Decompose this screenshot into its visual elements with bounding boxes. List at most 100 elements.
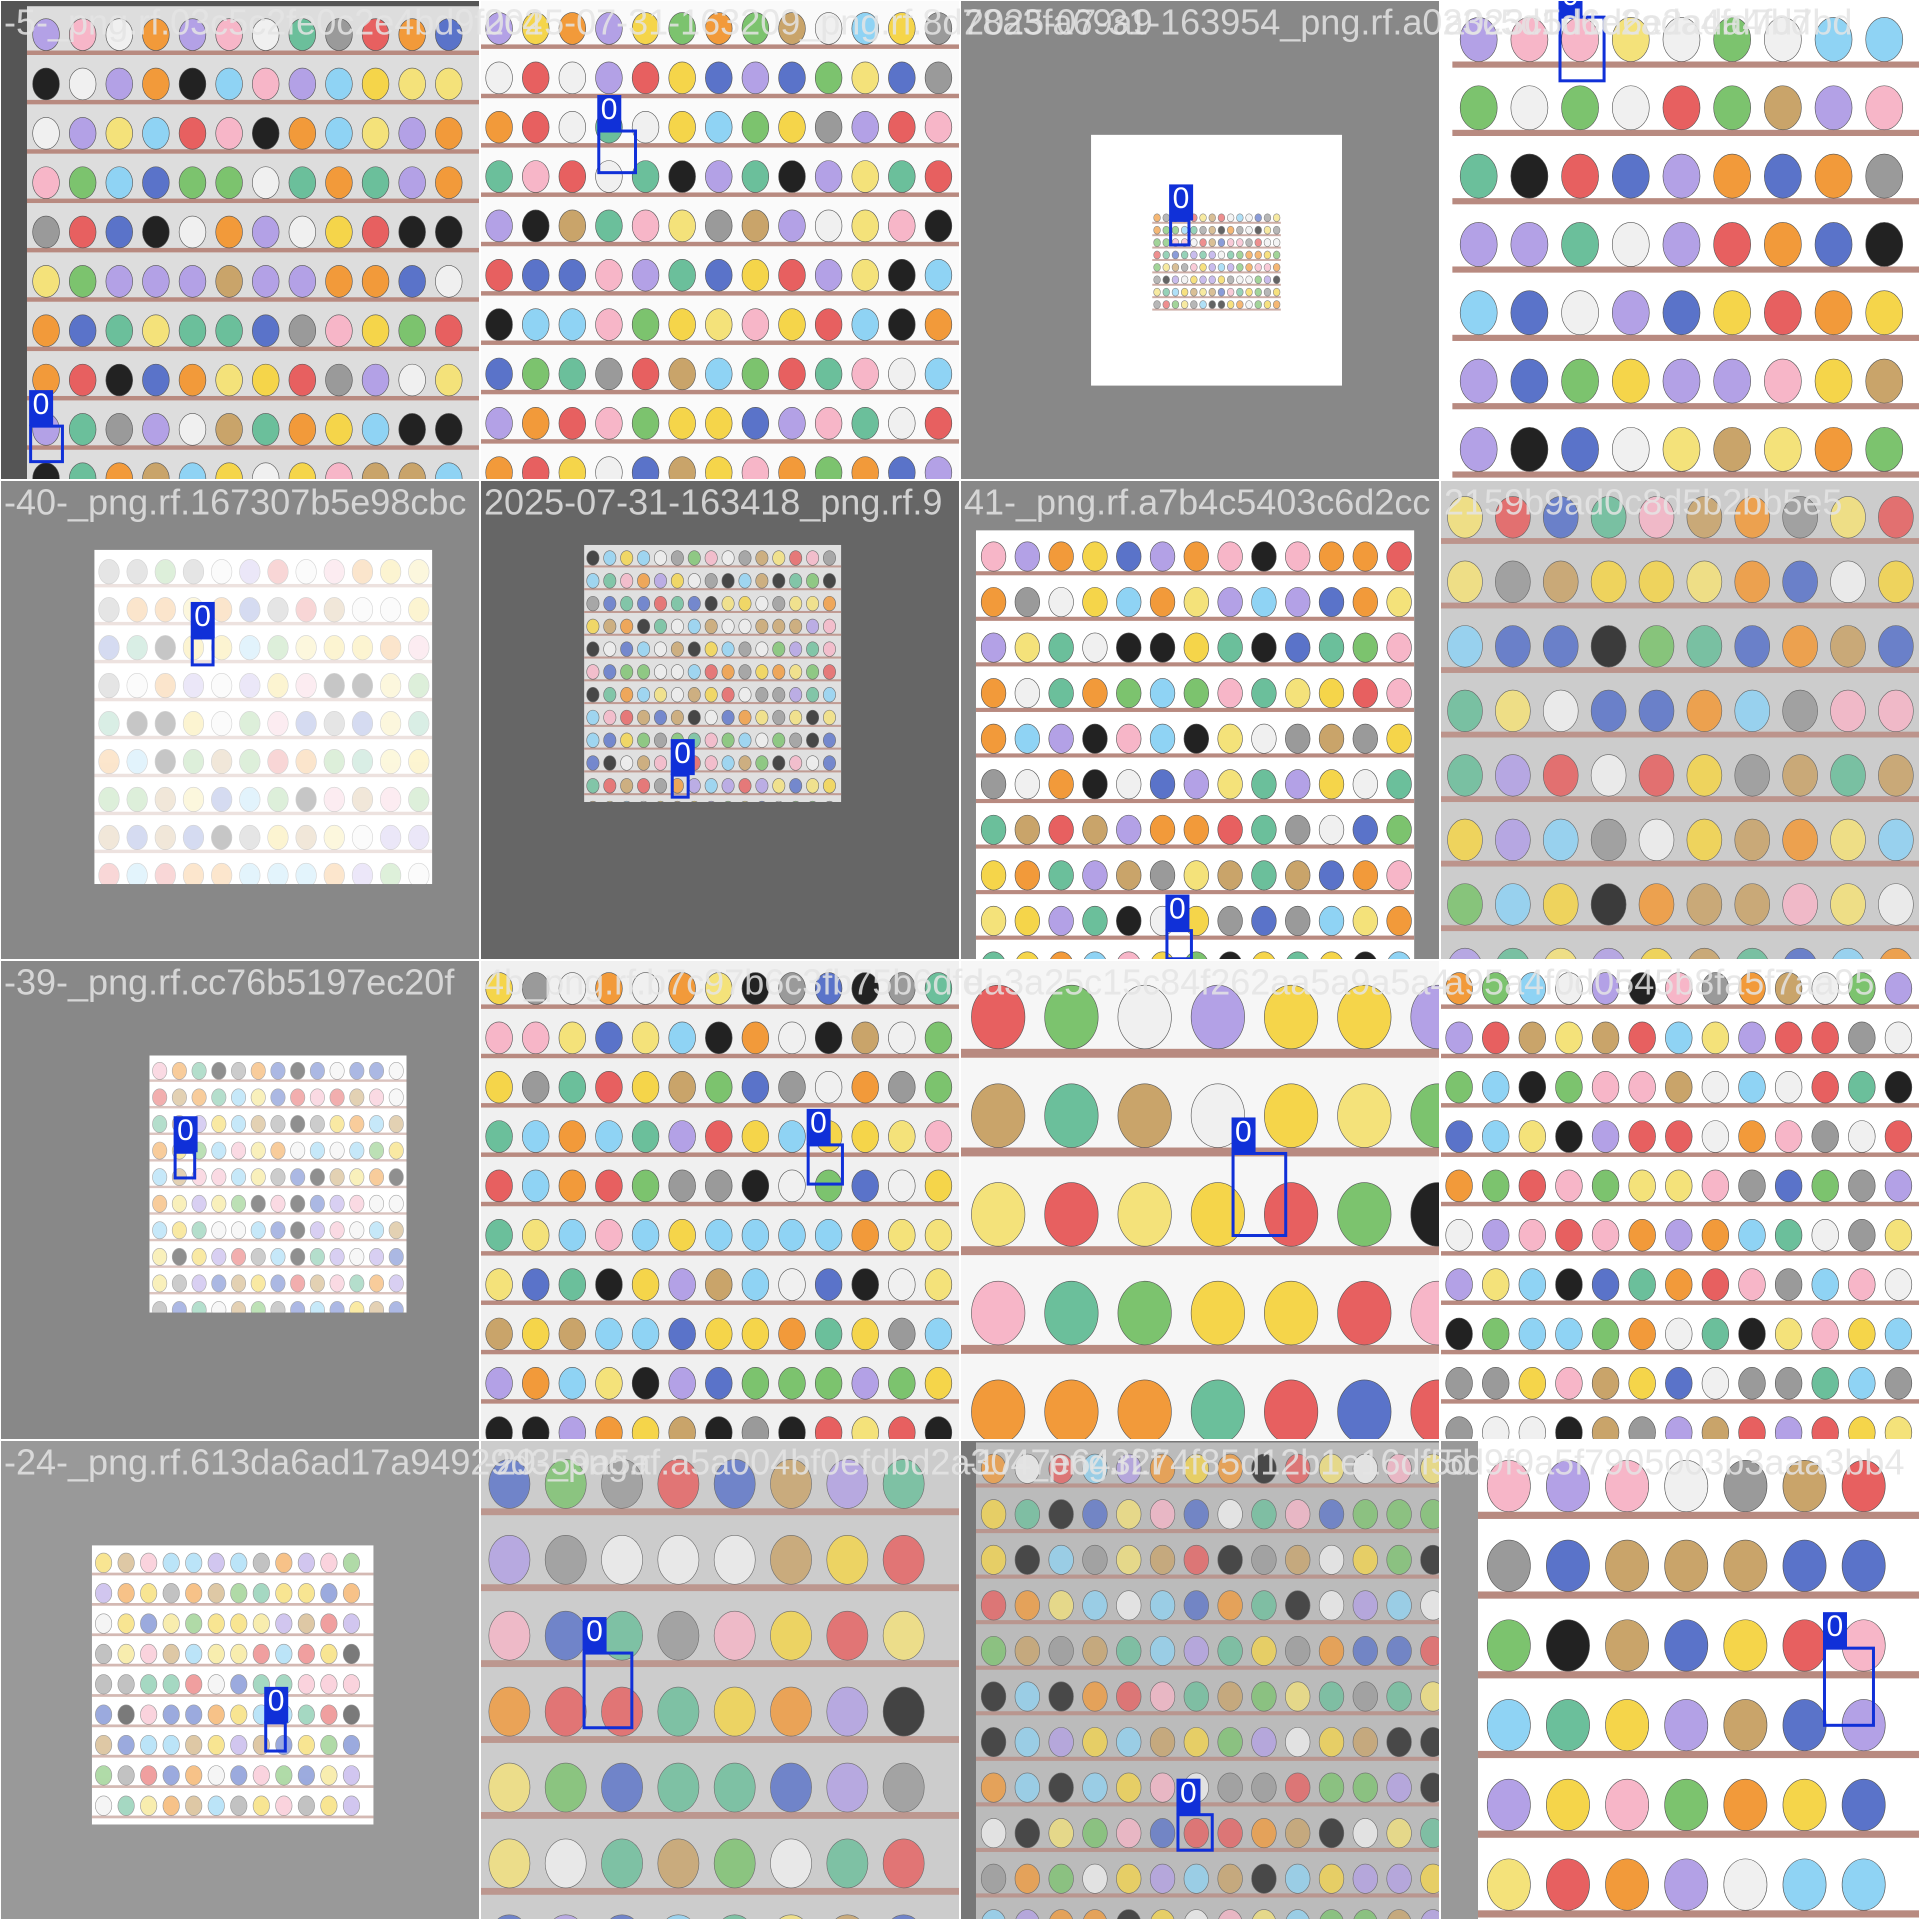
character xyxy=(544,1838,587,1889)
shelf xyxy=(975,1802,1440,1807)
character xyxy=(1014,1453,1040,1484)
character xyxy=(1082,1453,1108,1484)
shelf xyxy=(480,1053,960,1059)
character xyxy=(230,1795,248,1816)
character xyxy=(267,748,289,775)
character xyxy=(1811,1416,1839,1440)
character xyxy=(705,407,733,440)
character xyxy=(1628,1021,1656,1055)
image-background xyxy=(1477,1440,1920,1920)
character xyxy=(126,635,148,661)
character xyxy=(1734,625,1771,668)
character xyxy=(668,1021,696,1055)
character xyxy=(1285,1681,1311,1712)
character xyxy=(1811,1367,1839,1400)
character xyxy=(252,363,280,397)
character xyxy=(668,110,696,144)
character xyxy=(690,800,698,803)
character xyxy=(275,1643,293,1665)
character xyxy=(230,1643,248,1665)
character xyxy=(295,597,317,623)
character xyxy=(1495,560,1531,603)
character xyxy=(140,1583,158,1604)
character xyxy=(770,1762,812,1813)
character xyxy=(1251,1772,1277,1803)
character xyxy=(738,595,752,612)
character xyxy=(1217,1635,1243,1666)
character xyxy=(1153,238,1161,247)
character xyxy=(851,160,879,193)
character xyxy=(1830,560,1866,603)
character xyxy=(250,1061,266,1080)
character xyxy=(778,259,806,292)
character xyxy=(1251,587,1277,618)
character xyxy=(408,673,430,699)
character xyxy=(1830,625,1866,668)
character xyxy=(162,1674,180,1695)
character xyxy=(1044,1182,1099,1247)
character xyxy=(154,786,176,813)
character xyxy=(117,1704,135,1725)
bounding-box xyxy=(1822,1646,1875,1727)
character xyxy=(369,1115,385,1133)
character xyxy=(288,67,316,101)
character xyxy=(154,862,176,885)
character xyxy=(1420,1863,1441,1894)
shelf xyxy=(480,1004,960,1009)
character xyxy=(558,308,586,341)
character xyxy=(388,1168,404,1187)
character xyxy=(1218,951,1242,961)
character xyxy=(1082,723,1108,754)
character xyxy=(631,407,660,440)
character xyxy=(1482,1367,1510,1400)
character xyxy=(1518,1021,1546,1055)
character xyxy=(32,215,60,249)
character xyxy=(1180,250,1189,260)
character xyxy=(270,1088,286,1107)
character xyxy=(778,308,806,341)
character xyxy=(162,1552,180,1573)
character xyxy=(1183,1590,1209,1621)
character xyxy=(1149,1863,1176,1894)
character xyxy=(98,673,120,699)
box-label-background xyxy=(1176,1778,1201,1815)
character xyxy=(1628,1367,1656,1400)
character xyxy=(1774,1120,1803,1153)
character xyxy=(105,462,133,481)
character xyxy=(558,456,586,480)
character xyxy=(290,1141,306,1160)
box-label-background xyxy=(190,601,215,638)
character xyxy=(713,1762,756,1813)
character xyxy=(485,1169,513,1203)
character xyxy=(1734,818,1771,862)
character xyxy=(1208,287,1216,297)
character xyxy=(1014,1863,1040,1894)
character xyxy=(1628,1219,1656,1252)
character xyxy=(1605,1699,1650,1752)
character xyxy=(117,1643,135,1665)
box-label: 0 xyxy=(1173,182,1190,215)
character xyxy=(1713,85,1751,131)
character xyxy=(1774,1416,1803,1440)
character xyxy=(741,1268,770,1301)
character xyxy=(1591,1021,1620,1055)
character xyxy=(126,862,148,885)
shelf xyxy=(1440,1300,1920,1305)
tile: 0 xyxy=(0,479,481,961)
shelf xyxy=(960,1246,1440,1256)
character xyxy=(668,308,696,341)
character xyxy=(185,1795,203,1816)
shelf xyxy=(26,247,480,253)
character xyxy=(670,550,684,566)
character xyxy=(668,407,696,440)
character xyxy=(704,550,718,566)
character xyxy=(1116,587,1142,618)
character xyxy=(230,1552,248,1573)
character xyxy=(1352,587,1378,618)
character xyxy=(1251,678,1277,709)
character xyxy=(1542,754,1579,797)
shelf xyxy=(91,1815,374,1819)
character xyxy=(809,800,816,803)
character xyxy=(522,61,550,95)
shelf xyxy=(26,50,480,55)
